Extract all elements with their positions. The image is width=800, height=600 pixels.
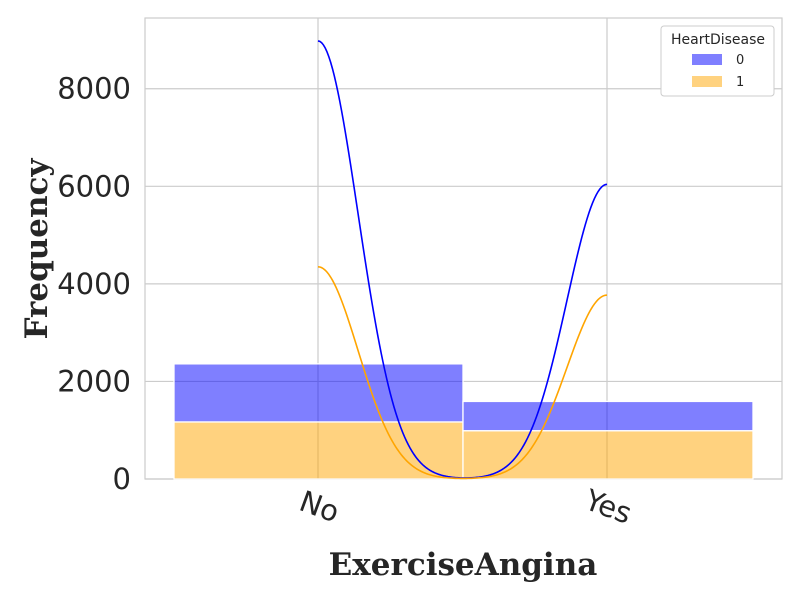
x-tick-labels: No Yes bbox=[295, 482, 636, 530]
legend-title: HeartDisease bbox=[671, 32, 765, 48]
bar-series-1-Yes bbox=[462, 430, 754, 480]
bar-series-0-Yes bbox=[462, 400, 754, 432]
legend-label-0: 0 bbox=[736, 53, 744, 68]
y-tick-labels: 0 2000 4000 6000 8000 bbox=[57, 72, 131, 496]
y-tick-label-3: 6000 bbox=[57, 169, 131, 203]
legend-swatch-0 bbox=[692, 54, 722, 65]
legend: HeartDisease 0 1 bbox=[660, 25, 775, 97]
y-tick-label-2: 4000 bbox=[57, 267, 131, 301]
x-axis-title: ExerciseAngina bbox=[329, 547, 598, 583]
x-tick-label-No: No bbox=[295, 484, 344, 529]
kde-curve-1 bbox=[317, 265, 608, 480]
x-tick-label-Yes: Yes bbox=[580, 482, 637, 530]
y-tick-label-4: 8000 bbox=[57, 72, 131, 106]
bar-series-0-No bbox=[173, 363, 464, 423]
y-tick-label-0: 0 bbox=[113, 462, 131, 496]
legend-label-1: 1 bbox=[736, 75, 744, 90]
y-axis-title: Frequency bbox=[19, 158, 55, 340]
y-tick-label-1: 2000 bbox=[57, 364, 131, 398]
legend-swatch-1 bbox=[692, 76, 722, 87]
kde-curves bbox=[317, 40, 608, 480]
bar-series-1-No bbox=[173, 421, 464, 480]
bars-group bbox=[173, 363, 754, 480]
